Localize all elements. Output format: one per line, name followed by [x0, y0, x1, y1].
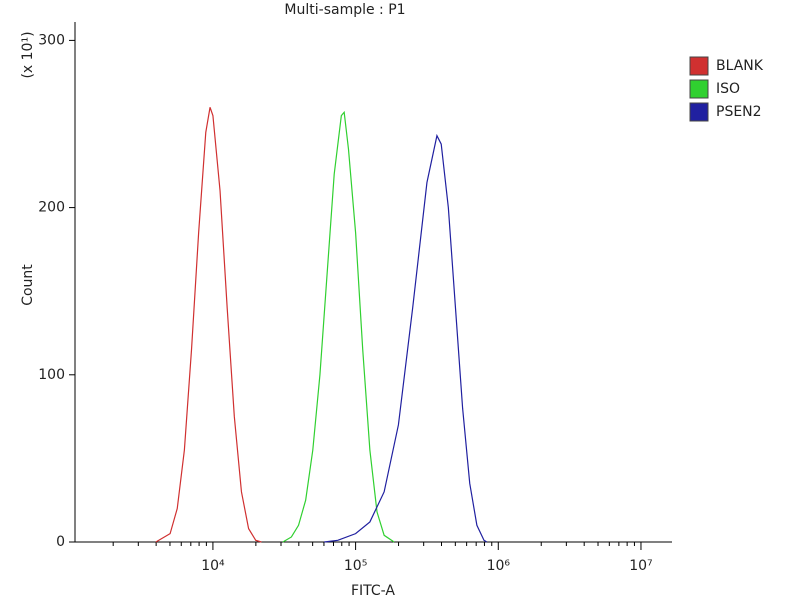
x-tick-label: 10⁷	[629, 558, 652, 574]
legend-swatch	[689, 56, 709, 76]
chart-title: Multi-sample : P1	[284, 2, 405, 18]
y-axis-label: Count	[20, 264, 36, 306]
legend-label: ISO	[716, 81, 740, 97]
x-tick-label: 10⁴	[201, 558, 225, 574]
y-multiplier: (x 10¹)	[20, 31, 36, 78]
legend-swatch	[689, 102, 709, 122]
series-line	[155, 107, 262, 543]
x-tick-label: 10⁶	[487, 558, 511, 574]
series-line	[282, 110, 395, 543]
x-axis-label: FITC-A	[351, 583, 395, 599]
series-line	[324, 133, 488, 543]
legend-swatch	[689, 79, 709, 99]
y-tick-label: 100	[38, 367, 65, 383]
x-tick-label: 10⁵	[344, 558, 367, 574]
y-tick-label: 0	[56, 534, 65, 550]
legend-label: PSEN2	[716, 104, 762, 120]
legend-label: BLANK	[716, 58, 764, 74]
y-tick-label: 300	[38, 32, 65, 48]
y-tick-label: 200	[38, 200, 65, 216]
